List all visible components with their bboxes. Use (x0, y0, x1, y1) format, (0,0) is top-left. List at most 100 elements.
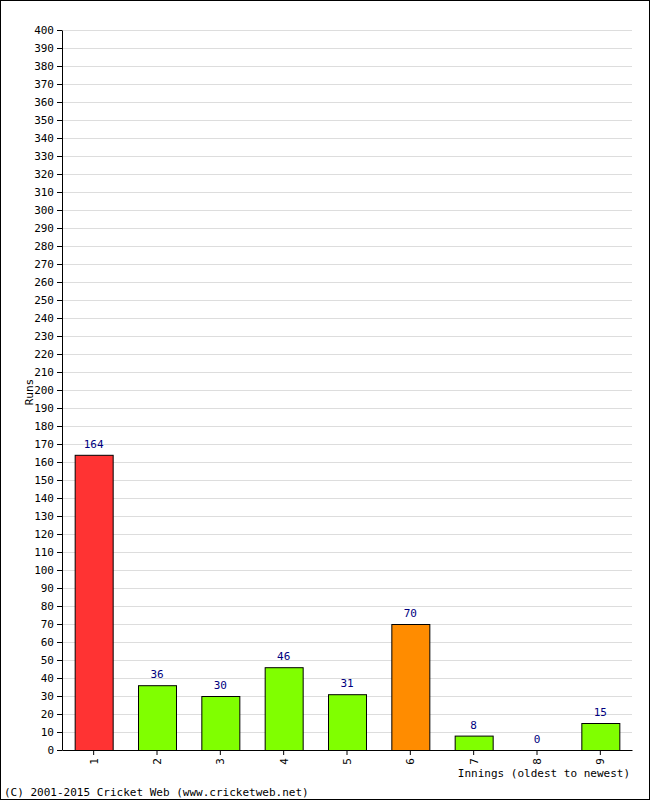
y-tick-label: 390 (34, 42, 54, 55)
y-tick: 220 (34, 348, 62, 361)
y-tick-mark (57, 300, 62, 301)
y-tick-mark (57, 624, 62, 625)
y-tick-label: 330 (34, 150, 54, 163)
x-tick-mark (600, 750, 601, 755)
x-tick-mark (220, 750, 221, 755)
y-tick: 60 (41, 636, 62, 649)
y-tick-label: 30 (41, 690, 54, 703)
grid-line (62, 192, 632, 193)
x-tick: 8 (531, 750, 544, 765)
x-tick-label: 7 (468, 758, 481, 765)
y-tick-label: 120 (34, 528, 54, 541)
grid-line (62, 408, 632, 409)
bar (75, 455, 113, 750)
bars (75, 455, 620, 750)
y-tick-label: 250 (34, 294, 54, 307)
y-tick-label: 290 (34, 222, 54, 235)
y-tick-label: 170 (34, 438, 54, 451)
y-tick-label: 0 (47, 744, 54, 757)
y-tick: 330 (34, 150, 62, 163)
y-tick-mark (57, 48, 62, 49)
x-tick: 7 (468, 750, 481, 765)
y-tick-label: 230 (34, 330, 54, 343)
bar (582, 724, 620, 751)
y-tick-label: 50 (41, 654, 54, 667)
y-tick-label: 70 (41, 618, 54, 631)
x-tick: 1 (88, 750, 101, 765)
y-tick-mark (57, 732, 62, 733)
y-tick: 290 (34, 222, 62, 235)
grid-line (62, 570, 632, 571)
y-tick: 350 (34, 114, 62, 127)
y-tick: 320 (34, 168, 62, 181)
grid-line (62, 588, 632, 589)
y-tick: 100 (34, 564, 62, 577)
y-tick: 30 (41, 690, 62, 703)
y-tick-mark (57, 534, 62, 535)
y-tick-label: 40 (41, 672, 54, 685)
y-tick-mark (57, 102, 62, 103)
grid-line (62, 426, 632, 427)
y-tick: 130 (34, 510, 62, 523)
annotations: (C) 2001-2015 Cricket Web (www.cricketwe… (4, 786, 309, 799)
x-tick-label: 6 (404, 758, 417, 765)
y-tick-mark (57, 390, 62, 391)
y-tick-label: 350 (34, 114, 54, 127)
y-tick: 170 (34, 438, 62, 451)
y-tick-label: 360 (34, 96, 54, 109)
chart: 1643630463170801501020304050607080901001… (0, 0, 650, 800)
y-tick: 400 (34, 24, 62, 37)
x-tick-label: 3 (214, 758, 227, 765)
grid-line (62, 624, 632, 625)
grid-line (62, 48, 632, 49)
y-tick-mark (57, 516, 62, 517)
y-tick-label: 10 (41, 726, 54, 739)
grid-line (62, 246, 632, 247)
x-tick-mark (347, 750, 348, 755)
grid-line (62, 264, 632, 265)
data-label: 70 (404, 607, 417, 620)
grid-line (62, 228, 632, 229)
x-tick-mark (157, 750, 158, 755)
frame (1, 1, 650, 800)
bar (202, 697, 240, 751)
y-tick-mark (57, 678, 62, 679)
y-tick-mark (57, 228, 62, 229)
x-axis: 123456789 (63, 750, 633, 765)
y-tick-label: 190 (34, 402, 54, 415)
y-tick: 180 (34, 420, 62, 433)
y-tick: 70 (41, 618, 62, 631)
y-tick: 120 (34, 528, 62, 541)
y-tick-label: 220 (34, 348, 54, 361)
y-tick-mark (57, 318, 62, 319)
grid-line (62, 390, 632, 391)
y-axis-title: Runs (23, 379, 36, 406)
data-labels: 16436304631708015 (84, 438, 607, 746)
grid-line (62, 462, 632, 463)
data-label: 0 (534, 733, 541, 746)
y-tick: 300 (34, 204, 62, 217)
y-tick-label: 270 (34, 258, 54, 271)
grid-line (62, 516, 632, 517)
grid-line (62, 552, 632, 553)
y-tick: 340 (34, 132, 62, 145)
y-tick: 370 (34, 78, 62, 91)
y-tick: 80 (41, 600, 62, 613)
y-tick: 110 (34, 546, 62, 559)
y-tick: 240 (34, 312, 62, 325)
x-tick-mark (473, 750, 474, 755)
y-tick-mark (57, 282, 62, 283)
grid-line (62, 480, 632, 481)
y-tick-mark (57, 408, 62, 409)
y-tick-label: 370 (34, 78, 54, 91)
y-tick: 380 (34, 60, 62, 73)
y-tick: 190 (34, 402, 62, 415)
data-label: 30 (214, 679, 227, 692)
x-tick-mark (93, 750, 94, 755)
plot: 1643630463170801501020304050607080901001… (34, 24, 632, 765)
y-tick-label: 150 (34, 474, 54, 487)
data-label: 36 (150, 668, 163, 681)
grid-line (62, 210, 632, 211)
y-tick-mark (57, 30, 62, 31)
y-tick-mark (57, 246, 62, 247)
